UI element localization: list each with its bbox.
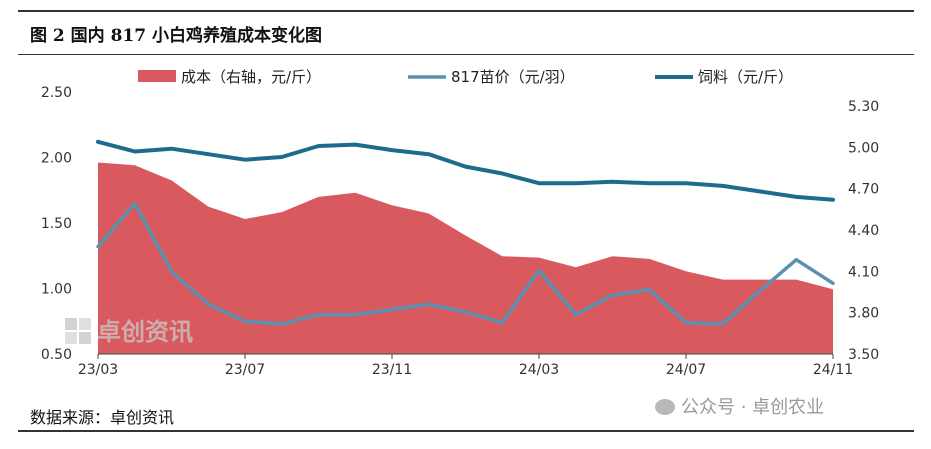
y-left-tick-label: 1.50 (41, 216, 72, 232)
x-tick-label: 23/07 (225, 362, 265, 378)
y-right-tick-label: 4.70 (848, 182, 879, 198)
x-tick-label: 23/03 (78, 362, 118, 378)
series-line-feed (96, 139, 835, 202)
y-right-tick-label: 3.50 (848, 347, 879, 363)
footer-rule (18, 430, 914, 432)
y-left-tick-label: 2.50 (41, 85, 72, 101)
area-layer (98, 162, 833, 354)
series-line-chick-price (96, 201, 835, 326)
y-right-tick-label: 3.80 (848, 306, 879, 322)
watermark-logo-icon (65, 318, 77, 330)
y-left-tick-label: 1.00 (41, 282, 72, 298)
watermark-logo-icon (79, 332, 91, 344)
legend-layer: 成本（右轴，元/斤） 817苗价（元/羽） 饲料（元/斤） (138, 68, 793, 86)
watermark-text: 卓创资讯 (97, 318, 193, 346)
y-left-tick-label: 2.00 (41, 151, 72, 167)
watermark-logo-icon (79, 318, 91, 330)
x-tick-label: 24/03 (519, 362, 559, 378)
legend-swatch-cost (138, 70, 176, 82)
legend-label: 成本（右轴，元/斤） (181, 68, 321, 86)
watermark-layer: 卓创资讯 (65, 318, 193, 346)
series-area-cost (98, 162, 833, 354)
legend-label: 饲料（元/斤） (698, 68, 793, 86)
axis-layer: 23/03 23/07 23/11 24/03 24/07 24/11 0.50 1.00 1.… (41, 85, 879, 378)
watermark-mark: 卓创资讯 (65, 318, 193, 346)
wechat-icon (655, 399, 675, 415)
x-tick-label: 24/11 (813, 362, 853, 378)
legend-label: 817苗价（元/羽） (451, 68, 575, 86)
wechat-watermark: 公众号 · 卓创农业 (655, 393, 824, 419)
y-right-tick-label: 4.40 (848, 223, 879, 239)
title-bar: 图 2 国内 817 小白鸡养殖成本变化图 (18, 10, 914, 55)
y-right-tick-label: 4.10 (848, 264, 879, 280)
watermark-logo-icon (65, 332, 77, 344)
y-left-tick-label: 0.50 (41, 347, 72, 363)
x-tick-label: 24/07 (666, 362, 706, 378)
source-note: 数据来源：卓创资讯 (30, 408, 175, 427)
y-right-tick-label: 5.30 (848, 99, 879, 115)
wechat-watermark-text: 公众号 · 卓创农业 (681, 397, 825, 418)
line-layer (96, 139, 835, 326)
y-right-tick-label: 5.00 (848, 140, 879, 156)
x-tick-label: 23/11 (372, 362, 412, 378)
chart-title: 图 2 国内 817 小白鸡养殖成本变化图 (30, 26, 322, 46)
